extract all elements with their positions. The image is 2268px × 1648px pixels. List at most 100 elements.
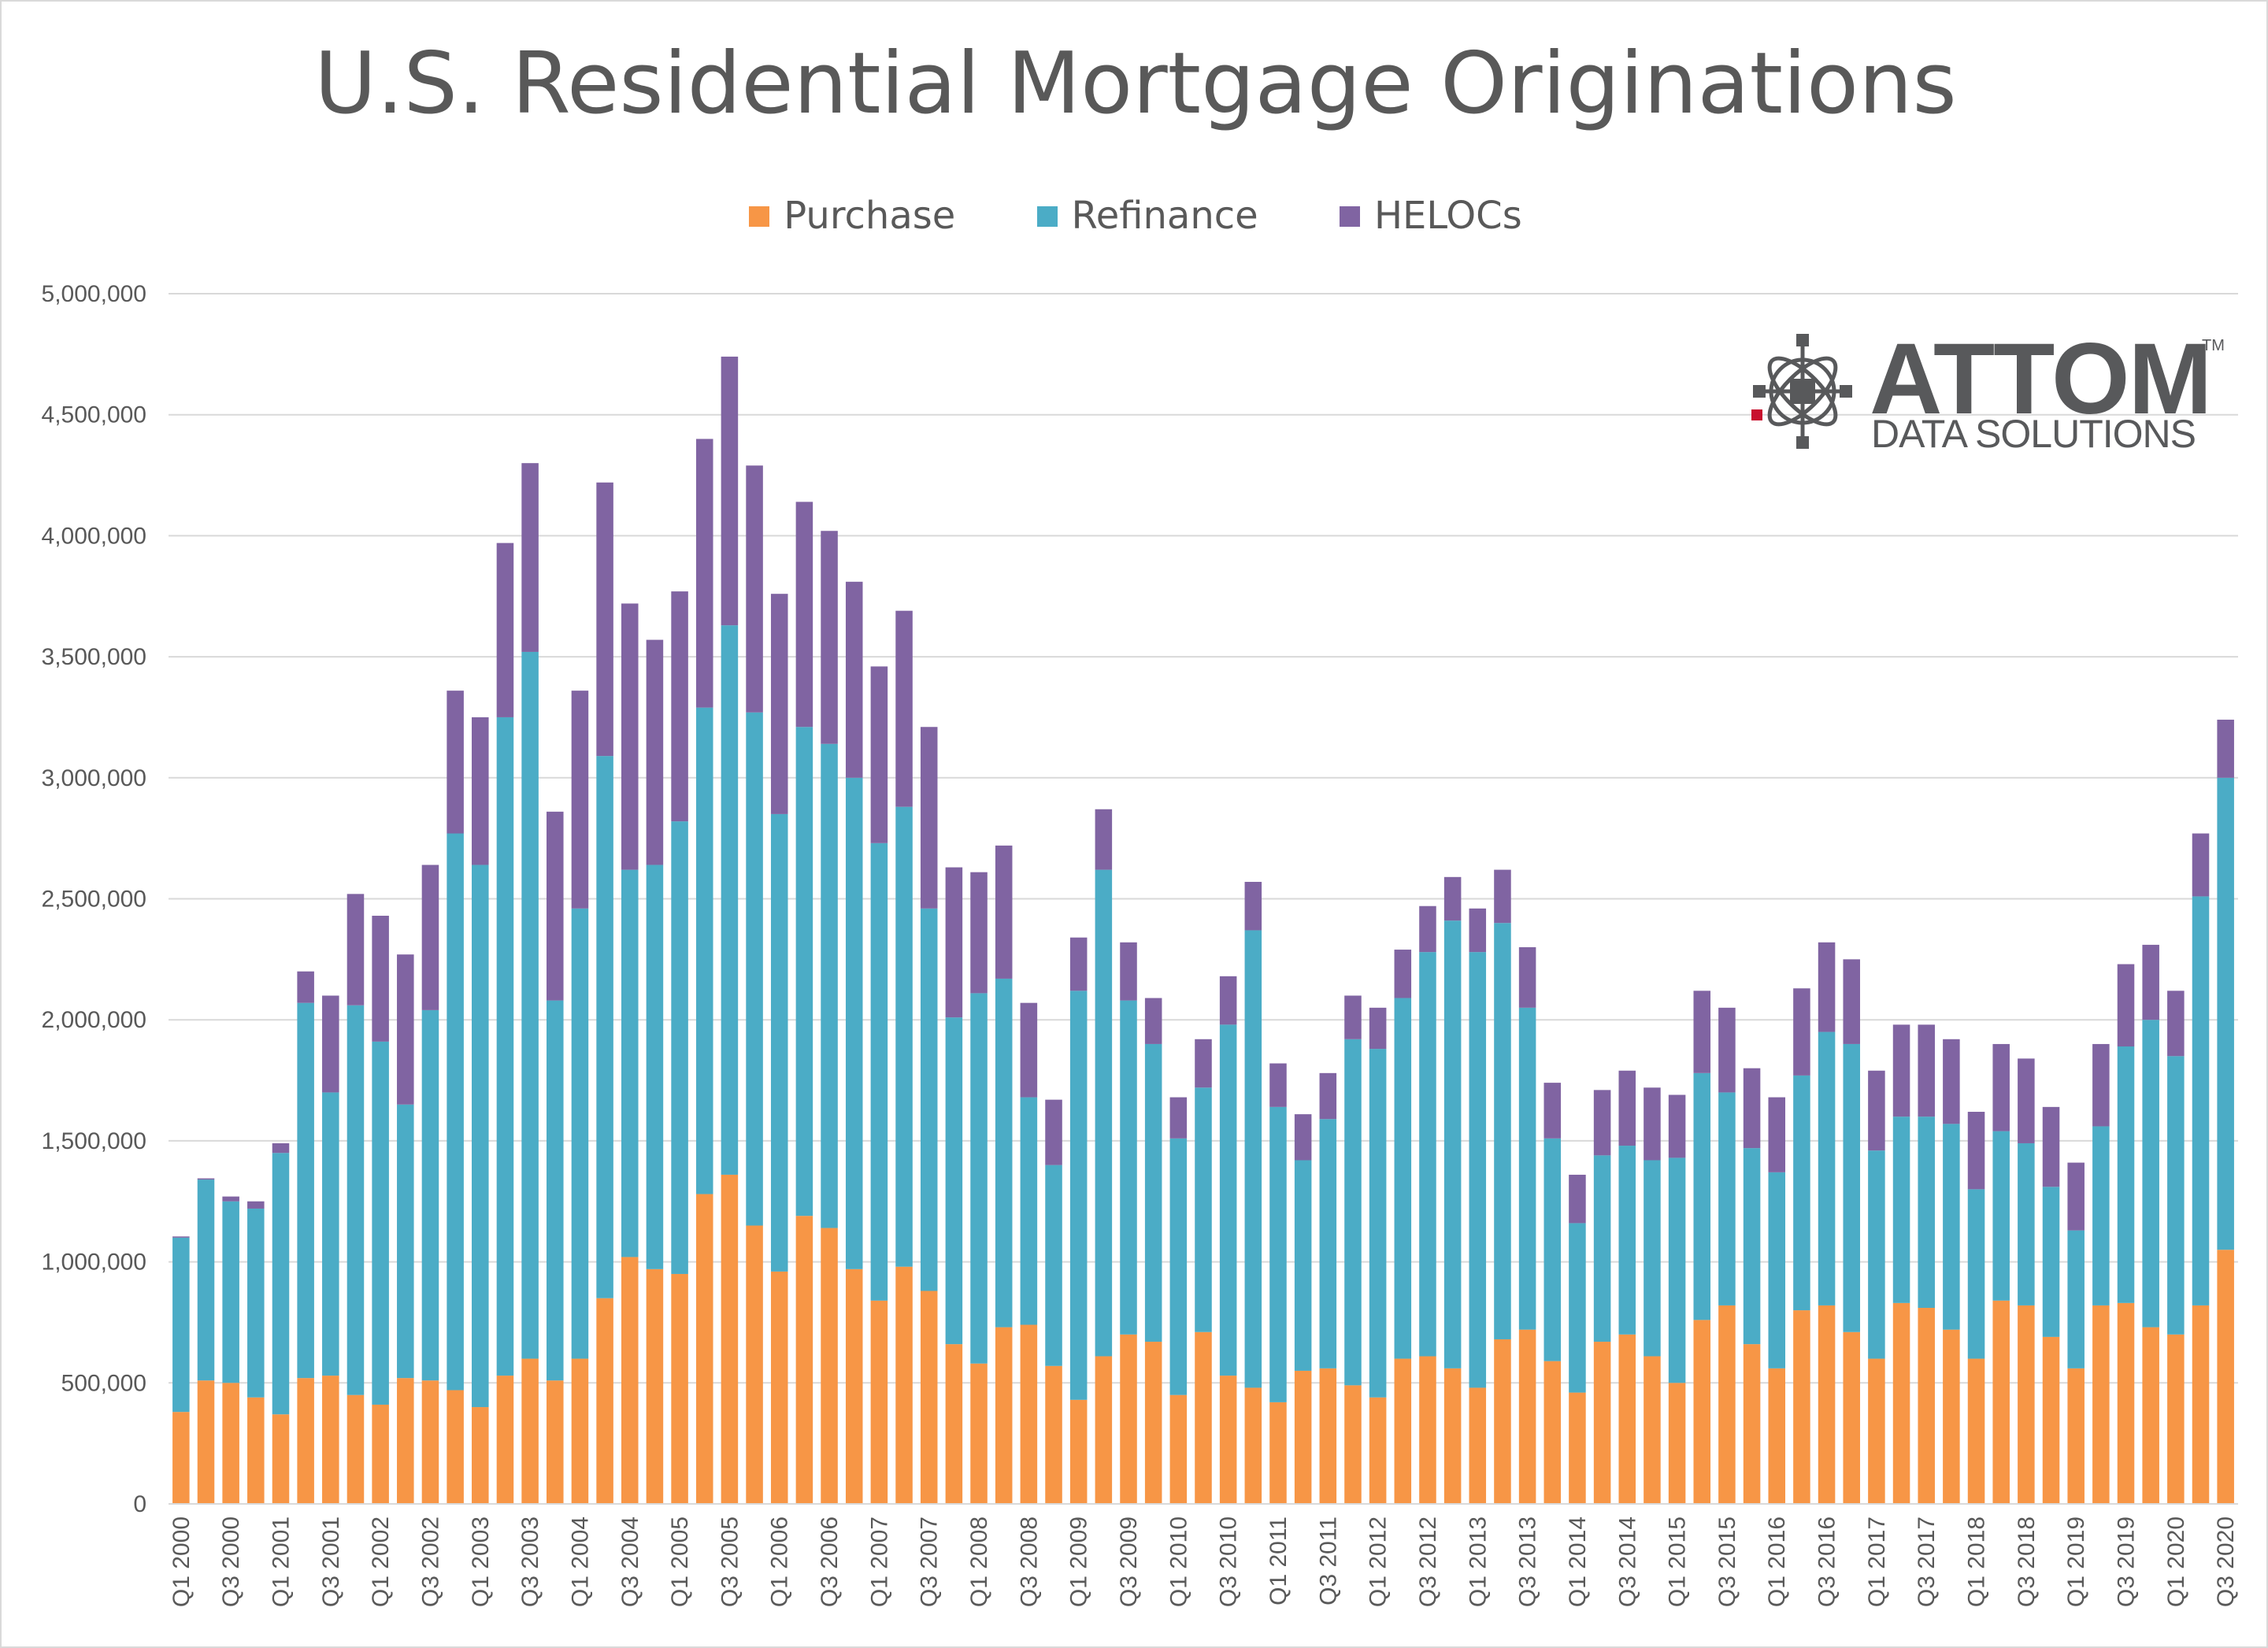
bar-refinance-q3-2006: [821, 743, 838, 1228]
bar-refinance-q2-2012: [1394, 998, 1412, 1359]
legend-item-refinance: Refinance: [1036, 194, 1258, 238]
x-axis-tick-labels: Q1 2000 Q3 2000 Q1 2001 Q3 2001 Q1 2002 Q3 20…: [169, 1517, 2239, 1607]
bar-refinance-q3-2011: [1319, 1119, 1337, 1368]
y-tick-label: 2,000,000: [42, 1007, 146, 1033]
bar-refinance-q2-2002: [397, 1104, 414, 1379]
bar-helocs-q2-2005: [695, 439, 713, 708]
bar-refinance-q1-2005: [671, 821, 688, 1274]
bar-refinance-q4-2014: [1644, 1160, 1661, 1357]
x-tick-label: Q1 2019: [2063, 1517, 2089, 1607]
bar-refinance-q2-2005: [695, 707, 713, 1194]
bar-purchase-q1-2006: [770, 1271, 788, 1504]
bar-refinance-q2-2015: [1693, 1072, 1711, 1320]
bar-purchase-q2-2007: [895, 1266, 913, 1504]
bar-refinance-q4-2007: [945, 1017, 963, 1345]
bar-helocs-q2-2013: [1494, 869, 1511, 924]
bar-refinance-q1-2006: [770, 813, 788, 1272]
bar-refinance-q4-2019: [2142, 1020, 2159, 1328]
bar-purchase-q4-2005: [746, 1225, 763, 1504]
bar-purchase-q3-2019: [2117, 1302, 2135, 1504]
x-tick-label: Q3 2016: [1814, 1517, 1840, 1607]
bar-refinance-q1-2004: [571, 908, 589, 1359]
bar-helocs-q3-2003: [521, 463, 539, 652]
legend: Purchase Refinance HELOCs: [2, 194, 2266, 238]
bar-purchase-q3-2003: [521, 1358, 539, 1504]
x-tick-label: Q1 2018: [1964, 1517, 1990, 1607]
bar-purchase-q4-2010: [1244, 1387, 1262, 1504]
bar-refinance-q3-2014: [1618, 1146, 1636, 1335]
bar-purchase-q2-2008: [995, 1327, 1013, 1504]
bar-helocs-q2-2019: [2092, 1043, 2110, 1127]
bar-helocs-q2-2008: [995, 845, 1013, 979]
attom-network-icon: [1751, 334, 1852, 449]
bar-purchase-q2-2017: [1892, 1302, 1910, 1504]
bar-refinance-q4-2009: [1144, 1043, 1162, 1342]
bar-refinance-q3-2020: [2217, 777, 2234, 1250]
legend-item-purchase: Purchase: [749, 194, 955, 238]
bar-refinance-q2-2013: [1494, 923, 1511, 1339]
bar-helocs-q4-2012: [1443, 876, 1462, 921]
bar-helocs-q4-2018: [2042, 1106, 2060, 1187]
bar-helocs-q1-2000: [172, 1236, 190, 1238]
x-tick-label: Q1 2002: [368, 1517, 394, 1607]
bar-helocs-q2-2016: [1793, 988, 1810, 1076]
bar-purchase-q2-2001: [297, 1378, 314, 1504]
x-tick-label: Q1 2012: [1366, 1517, 1392, 1607]
bar-helocs-q3-2001: [322, 995, 339, 1093]
x-tick-label: Q3 2018: [2014, 1517, 2040, 1607]
bar-purchase-q3-2007: [920, 1291, 938, 1504]
bar-refinance-q2-2020: [2192, 896, 2210, 1305]
bar-refinance-q1-2013: [1469, 952, 1487, 1388]
attom-wordmark: ATTOM: [1870, 323, 2212, 435]
bar-refinance-q1-2009: [1069, 991, 1088, 1400]
bar-purchase-q2-2003: [496, 1376, 514, 1504]
bar-purchase-q4-2006: [845, 1268, 863, 1504]
bar-purchase-q2-2005: [695, 1194, 713, 1504]
bar-refinance-q4-2015: [1743, 1148, 1761, 1345]
bar-refinance-q1-2002: [372, 1041, 389, 1405]
bar-refinance-q2-2003: [496, 717, 514, 1376]
bar-helocs-q2-2010: [1195, 1039, 1212, 1088]
bar-refinance-q3-2004: [621, 869, 639, 1257]
bar-helocs-q4-2019: [2142, 944, 2159, 1020]
bar-helocs-q1-2018: [1967, 1112, 1985, 1190]
bar-refinance-q3-2015: [1718, 1092, 1736, 1305]
bar-purchase-q3-2006: [821, 1228, 838, 1504]
bar-helocs-q3-2019: [2117, 964, 2135, 1047]
legend-swatch-refinance: [1036, 206, 1058, 227]
bar-refinance-q3-2001: [322, 1092, 339, 1376]
bar-helocs-q2-2004: [596, 482, 613, 757]
attom-subtitle: DATA SOLUTIONS: [1871, 412, 2196, 456]
bar-helocs-q1-2013: [1469, 908, 1487, 953]
bar-purchase-q4-2008: [1045, 1365, 1062, 1504]
x-tick-label: Q3 2002: [417, 1517, 443, 1607]
bar-purchase-q3-2002: [421, 1380, 439, 1504]
bar-purchase-q1-2007: [870, 1300, 888, 1504]
bar-purchase-q4-2015: [1743, 1344, 1761, 1504]
bar-purchase-q1-2000: [172, 1412, 190, 1504]
bar-helocs-q4-2001: [346, 894, 365, 1005]
x-tick-label: Q3 2015: [1714, 1517, 1740, 1607]
bar-refinance-q2-2010: [1195, 1087, 1212, 1332]
x-tick-label: Q3 2012: [1415, 1517, 1441, 1607]
bar-helocs-q3-2004: [621, 603, 639, 870]
bar-refinance-q3-2013: [1518, 1007, 1536, 1330]
bar-purchase-q4-2007: [945, 1344, 963, 1504]
bar-refinance-q4-2004: [646, 865, 664, 1269]
bar-purchase-q2-2019: [2092, 1305, 2110, 1504]
bar-purchase-q2-2014: [1593, 1342, 1611, 1504]
bar-helocs-q1-2020: [2167, 991, 2185, 1057]
bar-refinance-q1-2019: [2067, 1230, 2085, 1368]
bar-purchase-q3-2000: [222, 1383, 239, 1504]
legend-item-helocs: HELOCs: [1339, 194, 1522, 238]
bar-helocs-q1-2001: [272, 1142, 290, 1154]
bar-purchase-q2-2012: [1394, 1358, 1412, 1504]
legend-label-helocs: HELOCs: [1373, 194, 1522, 238]
bar-purchase-q1-2009: [1069, 1399, 1088, 1504]
legend-swatch-helocs: [1339, 206, 1360, 227]
bar-helocs-q2-2017: [1892, 1024, 1910, 1117]
bar-refinance-q3-2007: [920, 908, 938, 1291]
bar-helocs-q2-2020: [2192, 833, 2210, 897]
bar-refinance-q2-2019: [2092, 1126, 2110, 1305]
